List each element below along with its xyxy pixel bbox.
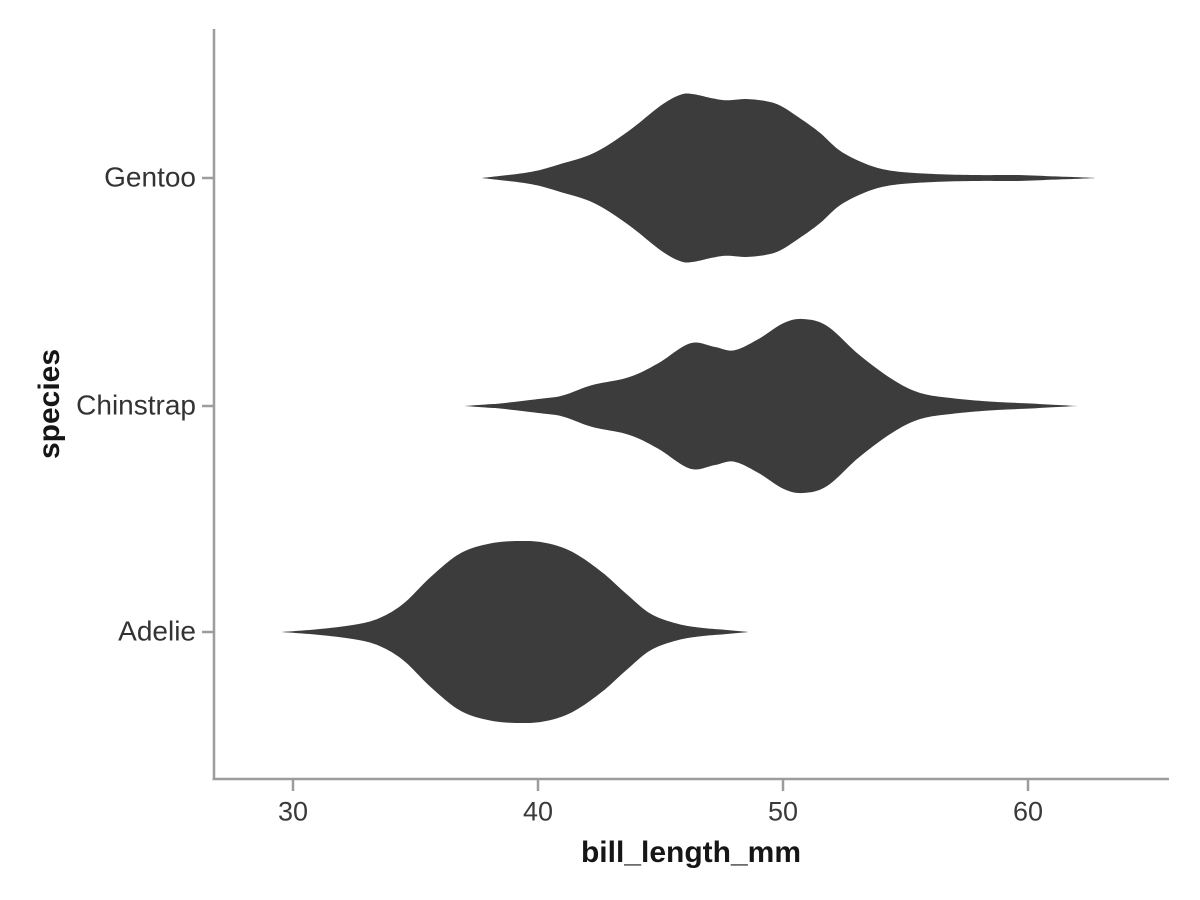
x-tick-label-50: 50 (767, 796, 799, 827)
violin-gentoo (481, 93, 1097, 263)
violin-chinstrap (464, 318, 1077, 494)
x-tick-label-40: 40 (522, 796, 554, 827)
violin-adelie (280, 540, 749, 724)
x-tick-label-30: 30 (277, 796, 309, 827)
x-axis-title: bill_length_mm (580, 836, 802, 869)
category-label-adelie: Adelie (118, 615, 196, 647)
y-axis-title: species (33, 348, 66, 460)
x-tick-label-60: 60 (1012, 796, 1044, 827)
category-label-chinstrap: Chinstrap (76, 389, 196, 421)
category-label-gentoo: Gentoo (104, 161, 196, 193)
